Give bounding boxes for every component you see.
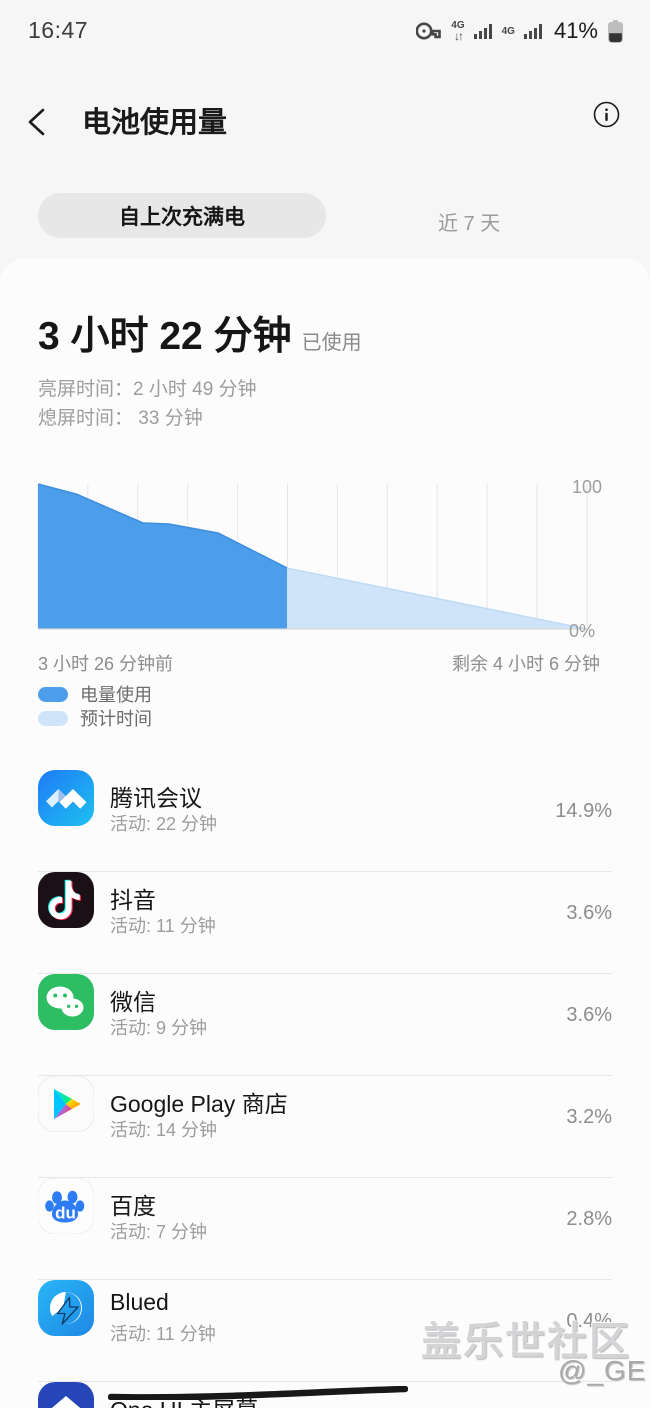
- svg-text:du: du: [55, 1204, 76, 1223]
